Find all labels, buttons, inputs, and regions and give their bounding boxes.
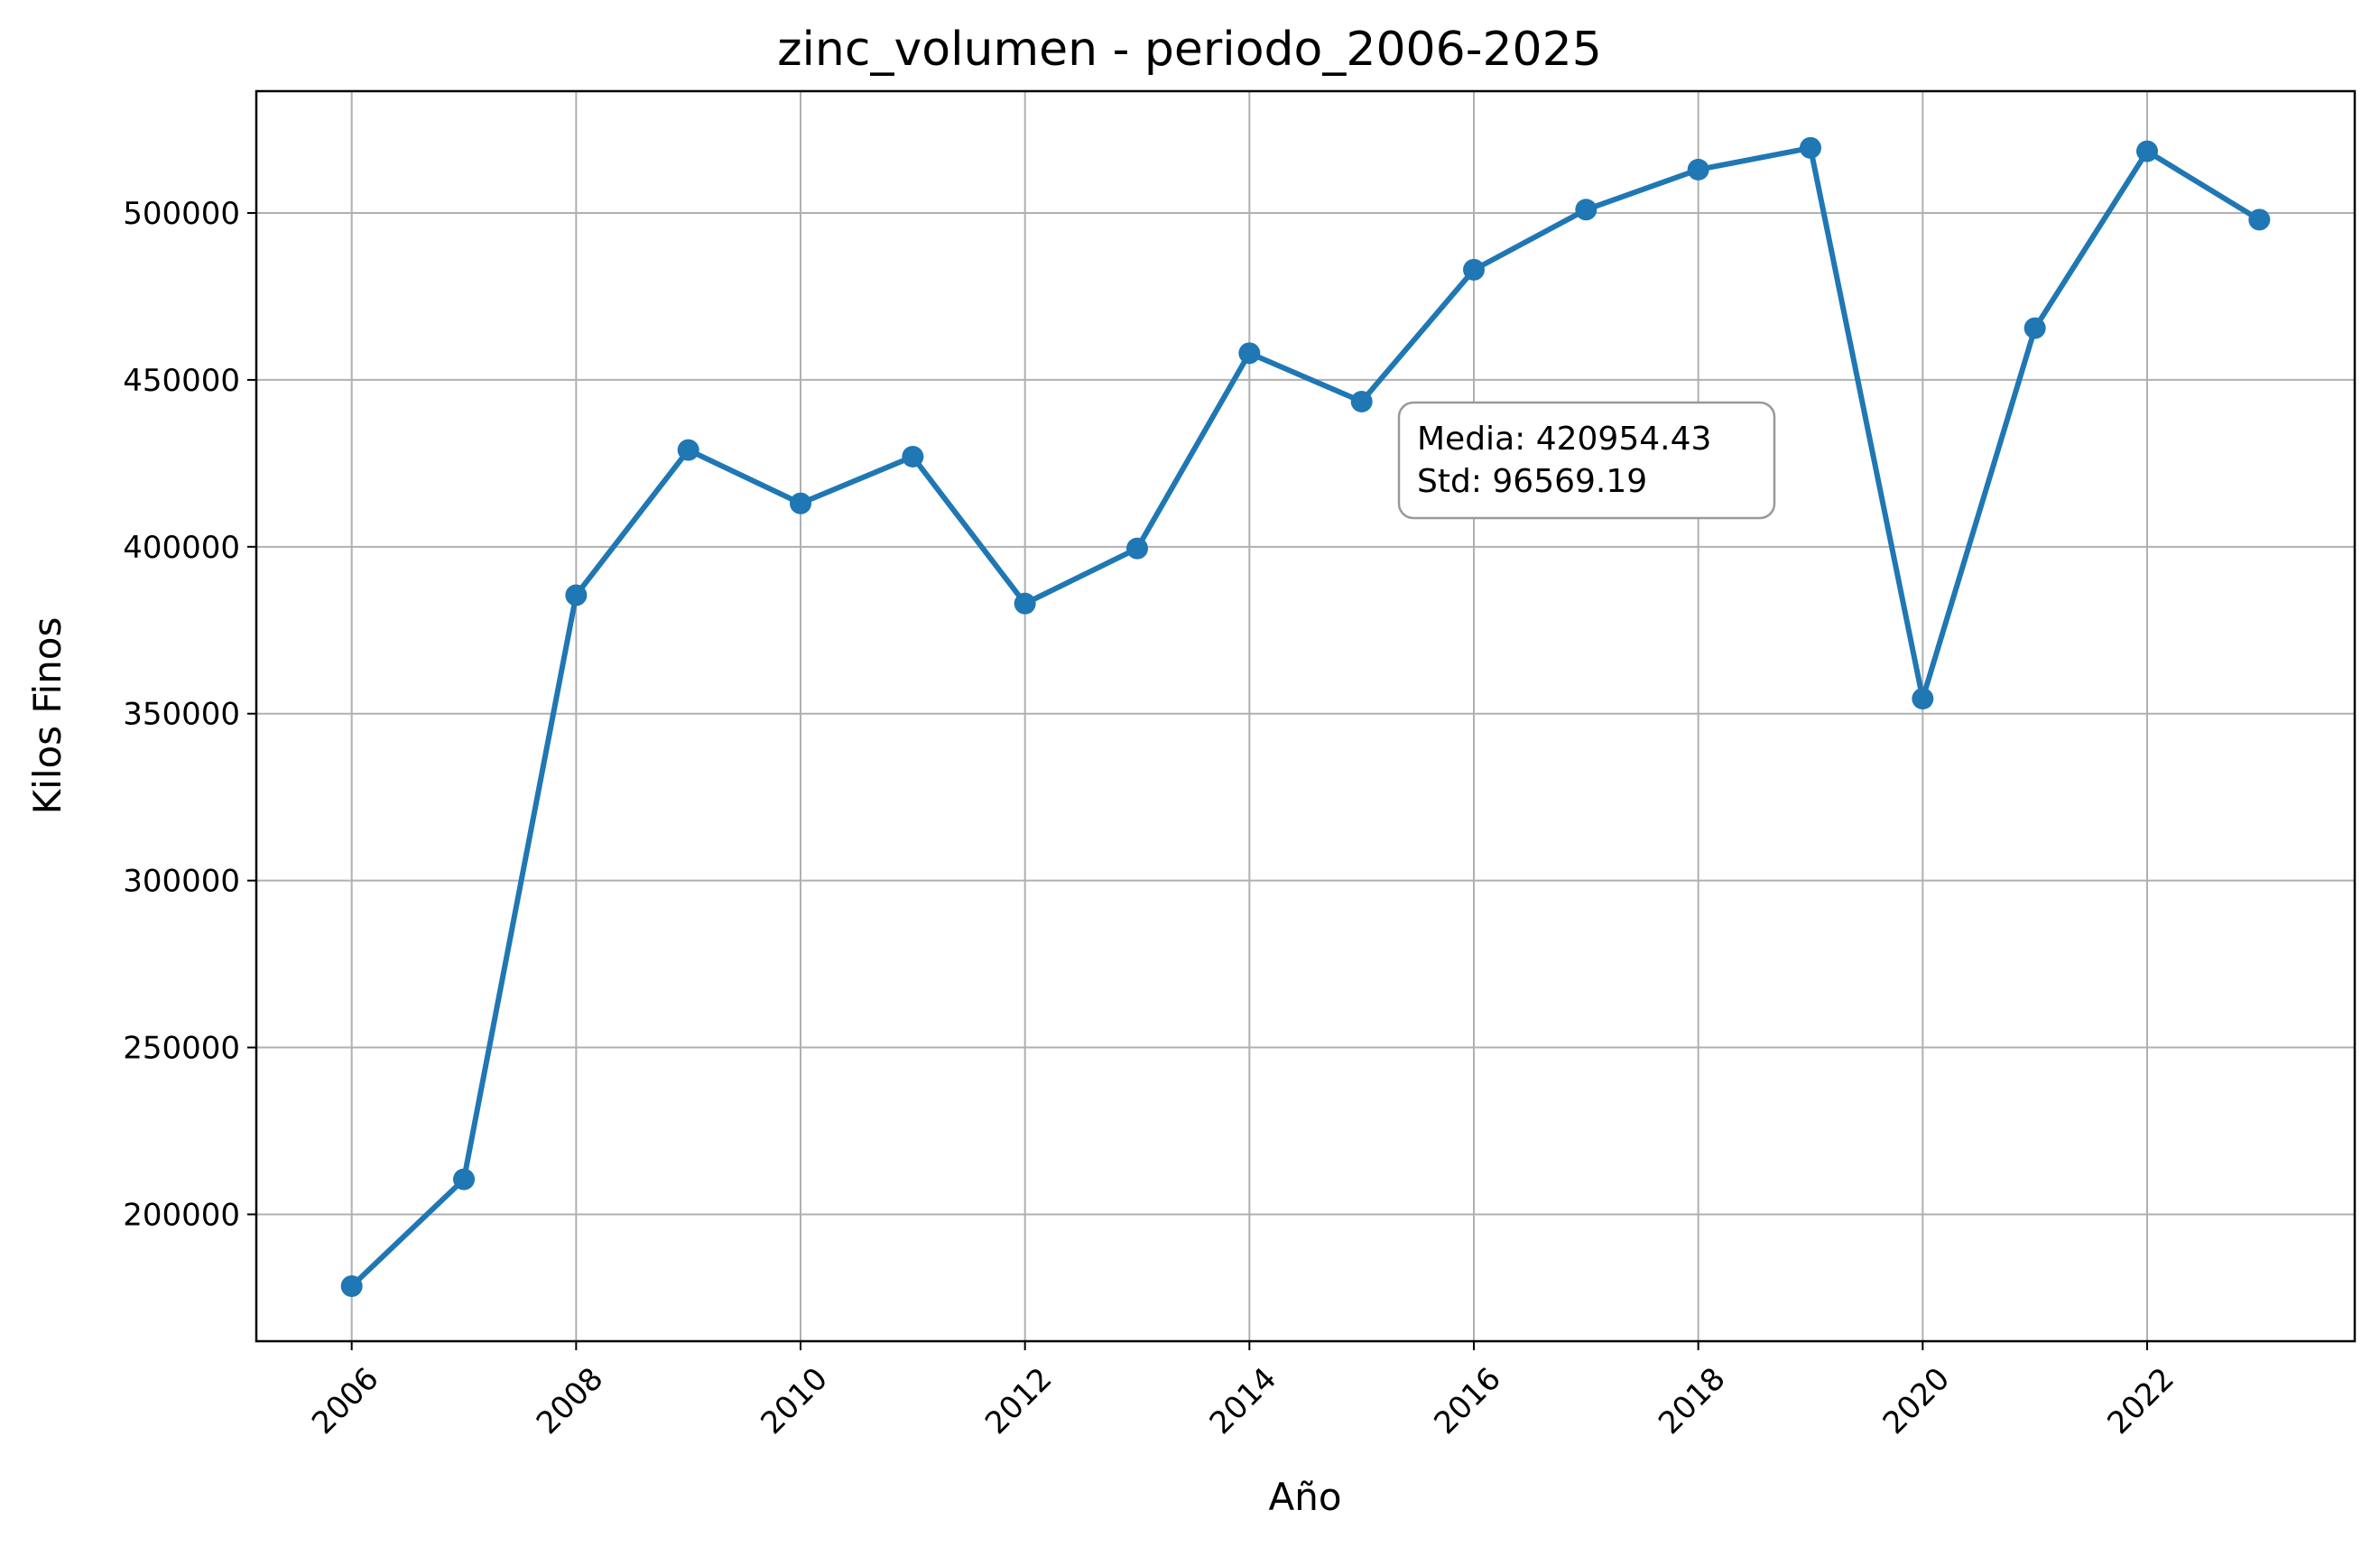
data-point bbox=[1014, 592, 1036, 615]
data-point bbox=[790, 492, 812, 514]
data-series bbox=[340, 136, 2271, 1297]
data-point bbox=[1799, 136, 1821, 159]
y-axis-label: Kilos Finos bbox=[25, 617, 69, 815]
data-point bbox=[1687, 158, 1709, 181]
y-tick-label: 350000 bbox=[123, 697, 240, 733]
data-point bbox=[2023, 317, 2046, 339]
stats-mean-label: Media: 420954.43 bbox=[1417, 421, 1711, 458]
data-point bbox=[565, 584, 588, 607]
gridlines bbox=[256, 91, 2355, 1341]
data-point bbox=[1126, 537, 1149, 560]
y-tick-label: 500000 bbox=[123, 196, 240, 232]
y-tick-label: 450000 bbox=[123, 363, 240, 399]
data-point bbox=[1575, 199, 1597, 221]
data-point bbox=[902, 445, 924, 468]
data-point bbox=[1462, 258, 1485, 281]
data-point bbox=[2248, 208, 2271, 231]
data-point bbox=[1350, 390, 1373, 412]
stats-annotation: Media: 420954.43 Std: 96569.19 bbox=[1397, 401, 1776, 520]
y-tick-label: 200000 bbox=[123, 1197, 240, 1233]
data-point bbox=[340, 1274, 363, 1297]
x-axis-label: Año bbox=[1268, 1475, 1341, 1519]
stats-annotation-box bbox=[1397, 401, 1776, 520]
y-tick-label: 400000 bbox=[123, 530, 240, 566]
plot-area-frame bbox=[255, 89, 2357, 1343]
data-point bbox=[1238, 342, 1261, 365]
y-tick-label: 250000 bbox=[123, 1031, 240, 1067]
data-point bbox=[677, 439, 699, 461]
data-point bbox=[453, 1168, 476, 1190]
data-point bbox=[1912, 688, 1934, 710]
series-line bbox=[348, 144, 2263, 1289]
stats-std-label: Std: 96569.19 bbox=[1417, 463, 1647, 500]
y-tick-label: 300000 bbox=[123, 864, 240, 900]
y-axis-ticks: 200000 250000 300000 350000 400000 450000 5000… bbox=[123, 196, 256, 1233]
chart-title: zinc_volumen - periodo_2006-2025 bbox=[777, 23, 1602, 77]
data-point bbox=[2135, 140, 2158, 162]
